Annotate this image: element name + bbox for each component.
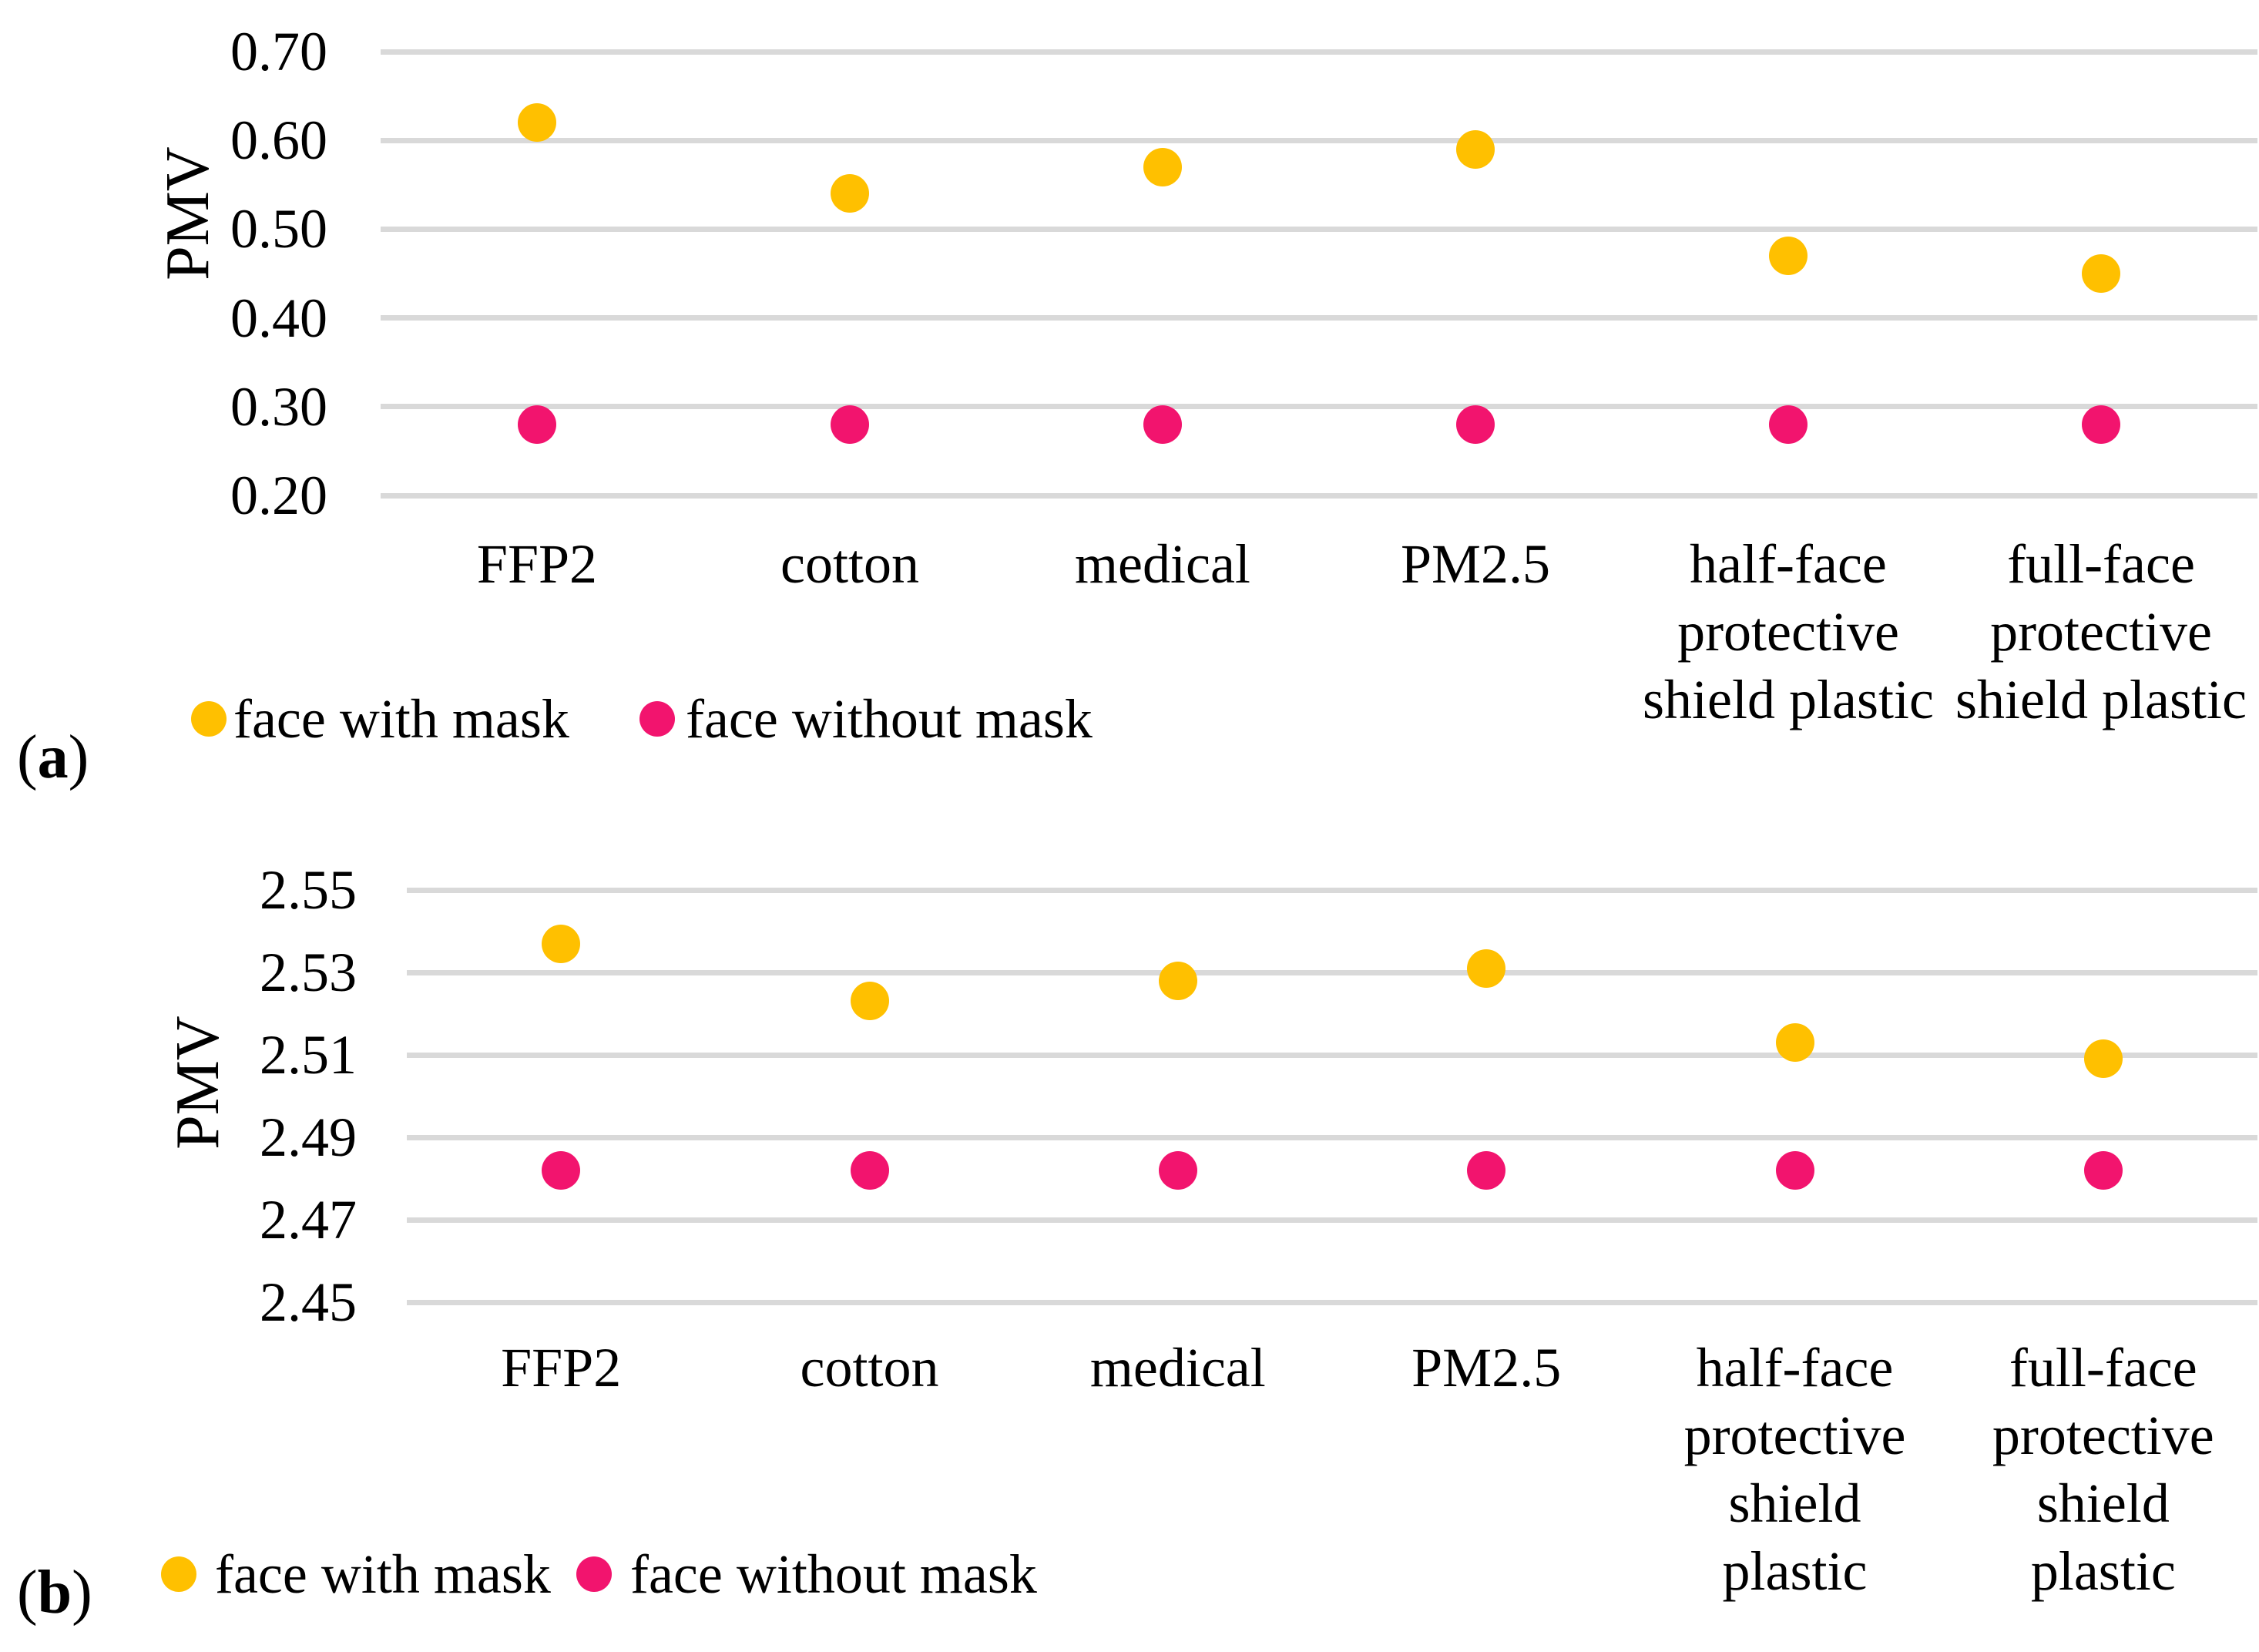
y-tick-label: 2.51	[260, 1024, 357, 1086]
legend-label: face with mask	[215, 1543, 551, 1605]
data-point	[1467, 949, 1506, 988]
gridline	[381, 404, 2257, 410]
data-point	[542, 1150, 581, 1190]
y-tick-label: 2.49	[260, 1106, 357, 1168]
x-category-label: PM2.5	[1400, 533, 1551, 595]
data-point	[850, 1150, 889, 1190]
gridline	[407, 1052, 2257, 1058]
y-axis-title: PMV	[154, 146, 222, 280]
gridline	[407, 887, 2257, 893]
x-category-label: full-face protective shield plastic	[1955, 533, 2247, 730]
gridline	[381, 315, 2257, 321]
data-point	[1143, 405, 1182, 444]
legend-label: face without mask	[686, 688, 1093, 750]
data-point	[850, 982, 889, 1021]
gridline	[381, 226, 2257, 232]
data-point	[1769, 405, 1808, 444]
data-point	[1456, 129, 1495, 169]
y-tick-label: 2.55	[260, 859, 357, 921]
x-category-label: FFP2	[501, 1337, 622, 1398]
data-point	[1769, 236, 1808, 275]
legend-marker-without-mask-icon	[639, 701, 675, 737]
data-point	[518, 405, 556, 444]
data-point	[831, 174, 869, 213]
y-tick-label: 2.45	[260, 1271, 357, 1333]
gridline	[407, 1134, 2257, 1140]
data-point	[2082, 405, 2120, 444]
data-point	[2082, 254, 2120, 293]
x-category-label: cotton	[800, 1337, 939, 1398]
data-point	[542, 924, 581, 963]
data-point	[1456, 405, 1495, 444]
y-tick-label: 0.70	[230, 21, 327, 82]
data-point	[1158, 961, 1197, 1000]
gridline	[407, 969, 2257, 975]
x-category-label: full-face protective shield plastic	[1992, 1337, 2214, 1602]
data-point	[518, 103, 556, 143]
y-tick-label: 2.47	[260, 1189, 357, 1251]
data-point	[2083, 1039, 2123, 1079]
legend-marker-with-mask-icon	[191, 701, 227, 737]
y-tick-label: 0.60	[230, 109, 327, 172]
data-point	[1775, 1022, 1814, 1062]
data-point	[1143, 147, 1182, 186]
y-tick-label: 0.40	[230, 287, 327, 349]
legend-marker-without-mask-icon	[576, 1556, 612, 1592]
panel-label-a: (a)	[17, 724, 89, 791]
y-tick-label: 0.20	[230, 465, 327, 526]
x-category-label: medical	[1089, 1337, 1266, 1398]
y-tick-label: 0.50	[230, 198, 327, 260]
gridline	[407, 1299, 2257, 1305]
gridline	[381, 137, 2257, 143]
gridline	[381, 49, 2257, 55]
y-tick-label: 2.53	[260, 942, 357, 1003]
gridline	[381, 492, 2257, 499]
gridline	[407, 1217, 2257, 1223]
legend-marker-with-mask-icon	[161, 1556, 196, 1592]
x-category-label: half-face protective shield plastic	[1683, 1337, 1906, 1602]
y-axis-title: PMV	[164, 1016, 232, 1150]
y-tick-label: 0.30	[230, 375, 327, 438]
data-point	[1775, 1150, 1814, 1190]
x-category-label: half-face protective shield plastic	[1643, 533, 1934, 730]
panel-label-b: (b)	[17, 1559, 92, 1627]
data-point	[2083, 1150, 2123, 1190]
x-category-label: PM2.5	[1411, 1337, 1562, 1398]
legend-label: face with mask	[233, 688, 569, 750]
x-category-label: FFP2	[476, 533, 598, 595]
legend-label: face without mask	[630, 1543, 1037, 1605]
data-point	[1467, 1150, 1506, 1190]
data-point	[831, 405, 869, 444]
data-point	[1158, 1150, 1197, 1190]
x-category-label: medical	[1075, 533, 1250, 595]
x-category-label: cotton	[780, 533, 919, 595]
